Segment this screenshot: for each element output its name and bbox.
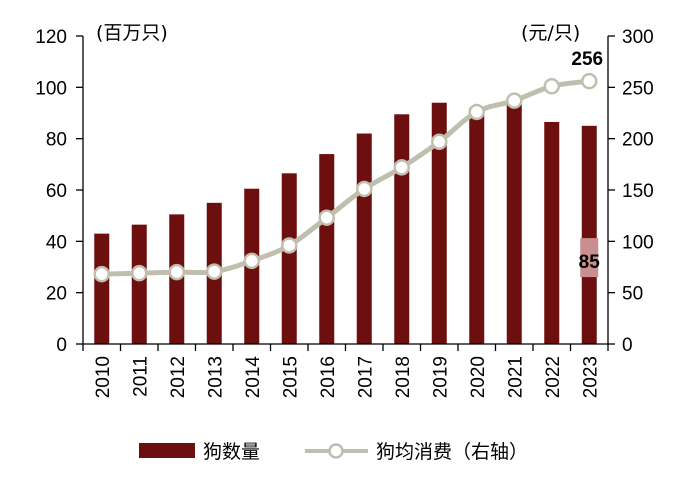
left-tick-label-5: 100	[35, 78, 67, 99]
line-series	[93, 72, 598, 283]
bar-series	[94, 102, 597, 345]
line-point-2019	[431, 133, 448, 150]
x-label-2022: 2022	[543, 356, 564, 398]
line-point-2011	[131, 264, 148, 282]
bar-2010	[94, 233, 110, 344]
legend-bar-label: 狗数量	[203, 441, 260, 463]
right-tick-label-5: 250	[622, 78, 654, 99]
x-label-2023: 2023	[580, 356, 601, 398]
line-point-2022	[543, 78, 560, 95]
x-label-2016: 2016	[318, 356, 339, 398]
right-tick-label-0: 0	[622, 335, 633, 356]
left-tick-label-4: 80	[46, 130, 67, 151]
right-tick-label-4: 200	[622, 130, 654, 151]
right-axis-ticks: 0 50 100 150 200 250 300	[608, 27, 654, 356]
last-bar-value-label: 85	[579, 252, 601, 273]
line-point-2016	[318, 209, 335, 226]
line-point-2013	[206, 263, 223, 280]
x-label-2017: 2017	[355, 356, 376, 398]
last-bar-label-bg	[580, 238, 599, 278]
bar-2020	[469, 107, 485, 344]
bar-2021	[506, 104, 522, 345]
legend-bar-swatch	[139, 443, 195, 458]
x-axis-labels: 2010 2011 2012 2013 2014 2015 2016 2017 2018 2019…	[93, 356, 602, 399]
bar-2023	[581, 125, 597, 344]
x-label-2018: 2018	[393, 356, 414, 398]
left-tick-label-2: 40	[46, 232, 67, 253]
right-tick-label-6: 300	[622, 27, 654, 48]
bar-2016	[319, 154, 335, 344]
line-point-2014	[243, 252, 260, 270]
last-point-value-label: 256	[571, 49, 603, 70]
bar-2022	[544, 121, 560, 344]
right-tick-label-2: 100	[622, 232, 654, 253]
x-label-2011: 2011	[130, 356, 151, 397]
left-tick-label-6: 120	[35, 27, 67, 48]
bar-2018	[394, 114, 410, 345]
left-tick-label-1: 20	[46, 284, 67, 305]
legend-line-marker	[328, 443, 344, 459]
bar-2017	[356, 133, 372, 344]
line-point-2021	[506, 92, 523, 109]
line-point-2012	[168, 263, 185, 281]
x-axis-ticks	[82, 344, 609, 351]
left-tick-label-3: 60	[46, 181, 67, 202]
x-label-2013: 2013	[205, 356, 226, 398]
legend-line-label: 狗均消费（右轴）	[376, 441, 528, 463]
legend: 狗数量 狗均消费（右轴）	[139, 441, 528, 463]
x-label-2014: 2014	[243, 356, 264, 399]
x-label-2010: 2010	[93, 356, 114, 398]
x-label-2020: 2020	[468, 356, 489, 398]
right-axis-unit: (元/只)	[521, 22, 580, 44]
x-label-2021: 2021	[505, 356, 526, 398]
x-label-2012: 2012	[168, 356, 189, 398]
line-point-2023	[581, 72, 598, 90]
bar-2015	[281, 173, 297, 344]
last-bar-label: 85	[579, 238, 601, 278]
line-point-2020	[468, 103, 485, 121]
left-tick-label-0: 0	[56, 335, 67, 356]
right-tick-label-1: 50	[622, 284, 643, 305]
line-point-2010	[93, 265, 110, 283]
bar-2019	[431, 102, 447, 344]
line-point-2015	[281, 237, 298, 254]
x-label-2015: 2015	[280, 356, 301, 398]
bar-2011	[131, 224, 147, 344]
line-point-2018	[393, 159, 410, 176]
left-axis-unit: (百万只)	[96, 22, 168, 44]
left-axis-ticks: 0 20 40 60 80 100 120	[35, 27, 83, 356]
x-label-2019: 2019	[430, 356, 451, 398]
line-point-2017	[356, 180, 373, 198]
right-tick-label-3: 150	[622, 181, 654, 202]
